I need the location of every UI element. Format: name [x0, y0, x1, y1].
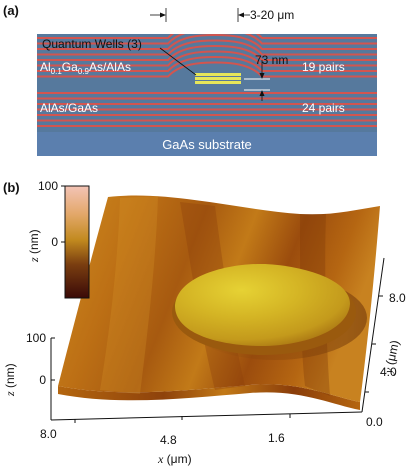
substrate-label: GaAs substrate: [162, 137, 252, 152]
bottom-mirror-pairs: 24 pairs: [302, 101, 345, 115]
width-label: 3-20 μm: [250, 8, 294, 22]
surface-front-wall: [58, 384, 360, 410]
top-mirror-material: Al0.1Ga0.9As/AlAs: [40, 60, 131, 76]
quantum-wells-label: Quantum Wells (3): [42, 37, 142, 51]
quantum-wells-pointer: [159, 47, 197, 76]
panel-b: (b) 100 0 z (nm): [3, 179, 406, 466]
colorbar-gradient: [64, 185, 90, 299]
top-mirror-layer: [37, 61, 377, 78]
surface-ridge: [100, 196, 158, 394]
x-tick-label: 8.0: [40, 427, 57, 441]
arrowhead-icon: [160, 12, 166, 18]
x-tick-label: 4.8: [160, 433, 177, 447]
top-mirror-layer: [37, 34, 377, 50]
arrowhead-icon: [238, 12, 244, 18]
colorbar-tick-label: 0: [51, 235, 58, 249]
x-axis-label: x (μm): [157, 452, 192, 466]
quantum-wells: [195, 73, 241, 84]
mirror-layers: [37, 34, 377, 127]
layer-stack: [37, 34, 377, 156]
colorbar: 100 0 z (nm): [27, 179, 90, 299]
y-tick-label: 0.0: [366, 415, 383, 429]
cavity-spacer: [37, 81, 377, 90]
z-axis: 100 0 z (nm): [3, 331, 55, 420]
thickness-label: 73 nm: [255, 53, 288, 67]
arrowhead-icon: [259, 73, 265, 79]
top-mirror-layer: [37, 34, 377, 45]
top-mirror-layer: [37, 44, 377, 61]
y-axis-line: [361, 257, 385, 413]
arrowhead-icon: [259, 90, 265, 96]
z-axis-label: z (nm): [3, 363, 17, 397]
panel-a: (a) Quantum Wells (3) 3-20 μm: [3, 3, 377, 156]
y-axis: 0.0 4.0 8.0 y (μm): [361, 257, 406, 429]
x-axis: 8.0 4.8 1.6 x (μm): [40, 411, 363, 466]
bottom-mirror-material: AlAs/GaAs: [40, 101, 98, 115]
afm-surface: [58, 195, 380, 410]
top-mirror-pairs: 19 pairs: [302, 60, 345, 74]
x-tick-label: 1.6: [268, 431, 285, 445]
y-axis-label: y (μm): [381, 339, 402, 376]
panel-b-label: (b): [3, 180, 20, 195]
colorbar-tick-label: 100: [38, 179, 58, 193]
substrate: [37, 132, 377, 156]
top-mirror-layer: [37, 50, 377, 67]
colorbar-axis-label: z (nm): [27, 229, 41, 263]
y-tick-label: 4.0: [380, 365, 397, 379]
z-tick-label: 0: [39, 373, 46, 387]
y-tick-label: 8.0: [389, 291, 406, 305]
top-mirror-layer: [37, 39, 377, 56]
top-mirror-layer: [37, 55, 377, 72]
z-tick-label: 100: [26, 331, 46, 345]
mesa: [174, 263, 350, 346]
x-axis-line: [50, 411, 363, 421]
panel-a-label: (a): [3, 3, 19, 18]
